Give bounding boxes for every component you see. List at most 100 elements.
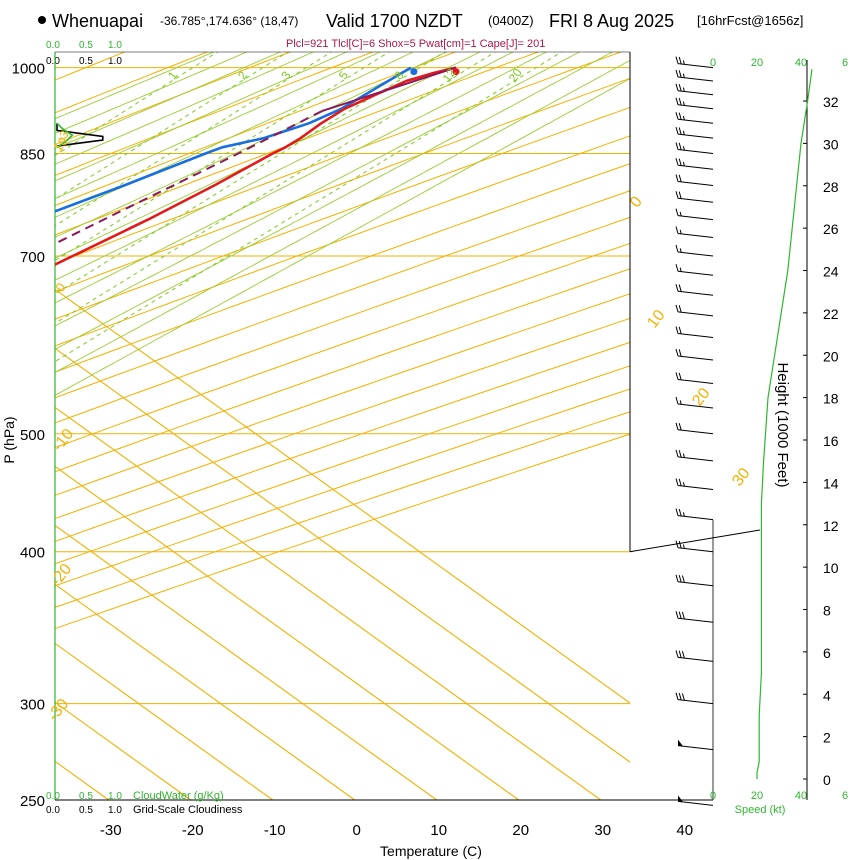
pressure-tick-300: 300 [20,697,45,714]
wind-barb-half-flag [679,248,682,253]
wind-barb-flag [678,284,682,292]
wind-barb-pennant [678,739,683,747]
dewpoint-line [55,66,412,213]
wind-barb-flag [675,326,679,334]
wind-barb-staff [677,484,714,490]
wind-barb-staff [677,63,714,69]
moist-adiabat [55,52,348,182]
wind-barb-flag [678,508,682,517]
x-tick-label: 40 [676,822,693,839]
wind-barb-staff [677,800,714,806]
wind-barb-half-flag [682,544,685,549]
pressure-tick-500: 500 [20,427,45,444]
wind-barb [675,304,714,317]
wind-barb-staff [677,515,714,521]
x-tick-label: -10 [264,822,286,839]
wind-barb-flag [678,191,682,199]
wind-barb-half-flag [682,453,685,458]
wind-barb-staff [677,215,714,221]
dry-adiabat [55,190,630,399]
wind-barb-flag [681,575,685,583]
wind-barb [675,478,714,490]
moist-adiabat [55,52,381,200]
plot-frame [54,51,761,801]
wind-barb-flag [675,372,679,380]
wind-barb-flag [678,142,682,150]
wind-barb-flag [675,264,679,272]
isotherm-line [55,524,438,800]
wind-barb [675,191,714,203]
dry-adiabat [55,293,630,496]
height-tick-label: 22 [823,306,839,322]
wind-barb-half-flag [682,161,685,167]
wind-barb-flag [675,396,679,405]
wind-barb-staff [677,197,714,203]
x-tick-label: 0 [353,822,361,839]
dry-adiabat [55,268,630,473]
wind-barb-flag [675,284,679,292]
wind-barb-flag [678,423,682,431]
wind-barb-flag [678,98,682,106]
wind-barb-staff [677,118,714,124]
wind-barb [675,226,714,239]
wind-barb-flag [675,83,679,91]
height-tick-label: 32 [823,94,839,110]
wind-barb-flag [675,174,679,182]
cloudiness-legend: Grid-Scale Cloudiness [133,804,243,816]
surface-temp-marker [452,68,460,76]
cloudiness-top-tick-2: 1.0 [108,56,122,67]
wind-barb-staff [677,251,714,257]
dry-adiabat [55,163,630,373]
wind-barb [675,56,714,69]
speed-bottom-tick: 0 [710,790,716,802]
height-tick-label: 4 [823,687,831,703]
x-tick-label: 20 [512,822,529,839]
mixing-ratio-label: 1 [165,68,180,82]
wind-barb [675,348,714,361]
wind-barb [675,396,714,409]
x-tick-label: 30 [594,822,611,839]
height-axis-title: Height (1000 Feet) [774,362,791,487]
wind-barb [675,69,714,82]
wind-barb-flag [678,650,682,658]
station-coords: -36.785°,174.636° (18,47) [160,14,298,28]
wind-barb-staff [677,290,714,296]
height-tick-label: 14 [823,475,839,491]
wind-barb-flag [678,70,682,78]
wind-barb-half-flag [682,73,685,78]
wind-barb-flag [675,574,679,582]
wind-barb [675,372,714,384]
isotherm-label: -10 [50,426,78,455]
x-axis-title: Temperature (C) [380,843,482,859]
wind-barb-flag [678,349,682,357]
wind-barb-flag [675,478,679,486]
moist-adiabat [55,52,581,327]
wind-barb-flag [675,304,679,313]
dry-adiabat [55,317,630,520]
cloudwater-bottom-tick-1: 0.5 [79,791,93,802]
wind-barb-flag [678,692,682,701]
speed-legend: Speed (kt) [735,804,786,816]
moist-adiabat [55,52,415,218]
wind-barb-half-flag [682,115,685,121]
wind-barb-staff [677,332,714,338]
height-tick-label: 12 [823,518,839,534]
wind-barb-flag [675,650,679,658]
mixing-ratio-line [55,52,333,227]
height-tick-label: 8 [823,603,831,619]
wind-barb [675,127,714,139]
moist-adiabat [55,52,614,350]
cloudwater-top-tick-0: 0.0 [46,40,60,51]
parcel-dry-line [321,66,457,113]
mixing-ratio-line [55,52,563,363]
wind-barb-flag [675,69,679,78]
wind-barb-flag [678,326,682,334]
height-tick-label: 10 [823,560,839,576]
wind-barb [677,795,714,806]
wind-barb-staff [677,133,714,139]
temperature-line [55,66,457,266]
dry-adiabat [55,52,540,236]
wind-barb-staff [677,164,714,170]
isotherm-line [55,406,602,800]
